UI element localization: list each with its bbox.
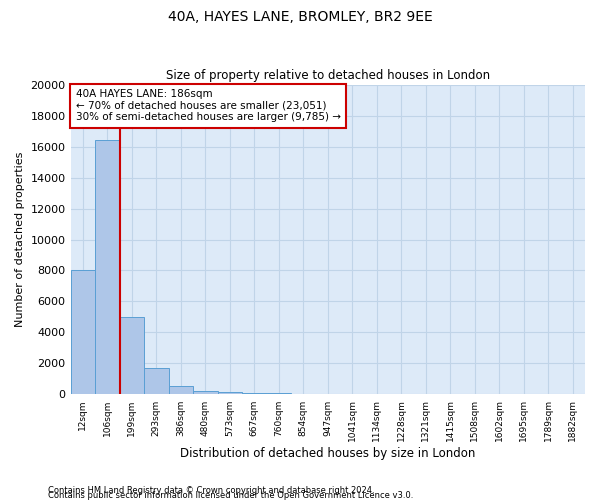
Bar (119, 317, 144, 394)
Bar (169, 386, 193, 394)
Text: Contains HM Land Registry data © Crown copyright and database right 2024.: Contains HM Land Registry data © Crown c… (48, 486, 374, 495)
Y-axis label: Number of detached properties: Number of detached properties (15, 152, 25, 327)
Bar (218, 392, 242, 394)
Bar (95, 140, 119, 394)
X-axis label: Distribution of detached houses by size in London: Distribution of detached houses by size … (180, 447, 475, 460)
Text: 40A, HAYES LANE, BROMLEY, BR2 9EE: 40A, HAYES LANE, BROMLEY, BR2 9EE (167, 10, 433, 24)
Bar (193, 392, 218, 394)
Text: 40A HAYES LANE: 186sqm
← 70% of detached houses are smaller (23,051)
30% of semi: 40A HAYES LANE: 186sqm ← 70% of detached… (76, 89, 341, 122)
Bar (71, 270, 95, 394)
Title: Size of property relative to detached houses in London: Size of property relative to detached ho… (166, 69, 490, 82)
Text: Contains public sector information licensed under the Open Government Licence v3: Contains public sector information licen… (48, 491, 413, 500)
Bar (242, 393, 266, 394)
Bar (144, 368, 169, 394)
